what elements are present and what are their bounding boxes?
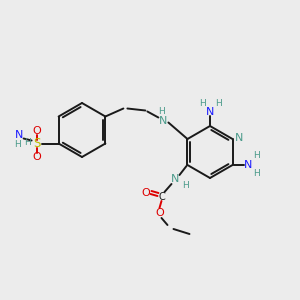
Text: O: O (32, 152, 41, 161)
Text: H: H (199, 98, 206, 107)
Text: N: N (171, 174, 180, 184)
Text: N: N (159, 116, 168, 125)
Text: O: O (155, 208, 164, 218)
Text: H: H (14, 140, 21, 149)
Text: O: O (141, 188, 150, 198)
Text: N: N (244, 160, 253, 170)
Text: N: N (235, 133, 244, 143)
Text: H: H (214, 98, 221, 107)
Text: H: H (253, 169, 260, 178)
Text: H: H (24, 138, 31, 147)
Text: H: H (182, 181, 189, 190)
Text: N: N (14, 130, 23, 140)
Text: N: N (206, 107, 214, 117)
Text: C: C (158, 192, 165, 202)
Text: H: H (158, 107, 165, 116)
Text: H: H (253, 152, 260, 160)
Text: S: S (33, 137, 40, 150)
Text: O: O (32, 125, 41, 136)
